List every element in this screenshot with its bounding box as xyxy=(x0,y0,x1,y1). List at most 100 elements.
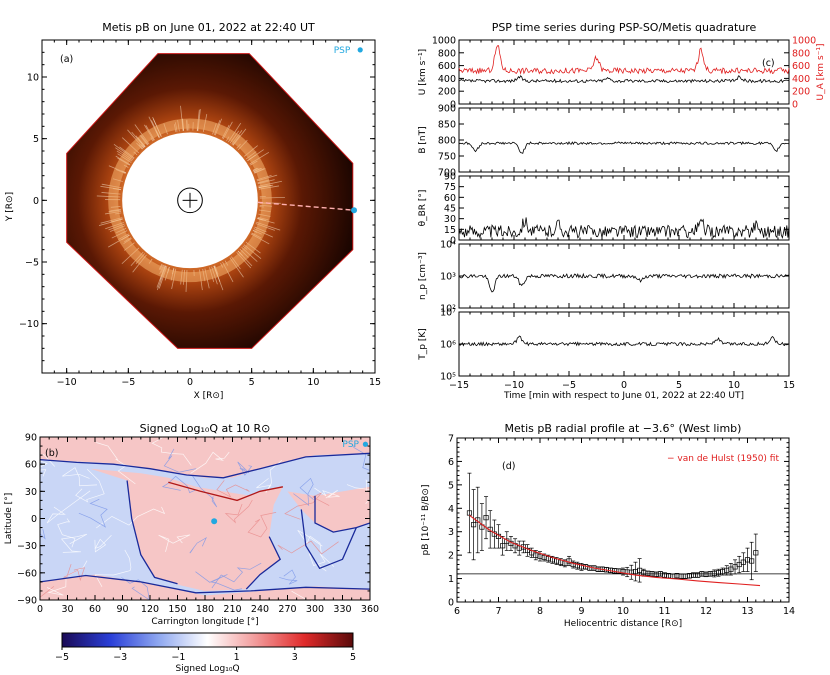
panel-d-radial-profile: Metis pB radial profile at −3.6° (West l… xyxy=(421,422,795,629)
b-ytick-label-3: 0 xyxy=(31,514,37,525)
d-xtick-label-2: 8 xyxy=(537,606,543,617)
c-series-B xyxy=(458,141,790,154)
map-texture-18 xyxy=(277,540,339,555)
panel-d-legend: − van de Hulst (1950) fit xyxy=(667,454,779,464)
colorbar-label: Signed Log₁₀Q xyxy=(175,664,239,674)
west-limb-cut xyxy=(257,201,355,211)
c-series-U xyxy=(458,75,790,84)
d-xtick-label-5: 11 xyxy=(658,606,670,617)
c-field-ytick-label-4: 900 xyxy=(438,104,456,115)
a-ytick-label-3: 5 xyxy=(33,134,39,145)
map-texture-25 xyxy=(94,549,132,588)
b-xtick-label-11: 330 xyxy=(333,604,351,615)
map-texture-9 xyxy=(346,479,370,504)
pil-northern xyxy=(40,452,370,479)
c-speed-ytick-label-5: 1000 xyxy=(432,36,456,47)
c-series-theta_BR xyxy=(458,217,790,239)
c-density-ytick-label-2: 10⁴ xyxy=(440,240,456,251)
panel-c-title: PSP time series during PSP-SO/Metis quad… xyxy=(492,21,757,34)
c-field-ytick-label-3: 850 xyxy=(438,120,456,131)
a-xtick-label-0: −10 xyxy=(57,377,77,388)
a-xtick-label-5: 15 xyxy=(369,377,381,388)
c-temperature-xtick-label-3: 0 xyxy=(621,380,627,391)
b-xtick-label-10: 300 xyxy=(306,604,324,615)
c-speed-right-tick-label-4: 800 xyxy=(792,48,810,59)
fit-curve xyxy=(469,514,761,587)
b-xtick-label-2: 60 xyxy=(89,604,101,615)
pil-circle-arc xyxy=(300,509,357,570)
panel-a-axes: −10 −5 0 5 10 15 −10 −5 0 5 10 xyxy=(19,39,381,388)
a-ytick-label-2: 0 xyxy=(33,196,39,207)
panel-c-time-series: PSP time series during PSP-SO/Metis quad… xyxy=(418,21,826,401)
c-series-n_p xyxy=(459,272,789,293)
d-ytick-label-3: 3 xyxy=(448,527,454,538)
map-texture-24 xyxy=(216,480,250,498)
sun-disk xyxy=(177,187,203,214)
map-texture-19 xyxy=(297,529,323,553)
c-speed-right-tick-label-3: 600 xyxy=(792,61,810,72)
psp-marker xyxy=(351,207,358,214)
map-texture-2 xyxy=(161,475,197,494)
c-angle-ytick-label-6: 90 xyxy=(444,172,456,183)
c-speed-ytick-label-0: 0 xyxy=(450,100,456,111)
panel-d-plot-layer xyxy=(457,472,789,587)
d-ytick-label-0: 0 xyxy=(448,598,454,609)
b-ytick-label-4: 30 xyxy=(25,487,37,498)
pil-right-lower xyxy=(245,536,282,590)
d-xtick-label-3: 9 xyxy=(578,606,584,617)
panel-b-ylabel: Latitude [°] xyxy=(4,493,14,544)
pil-right xyxy=(314,495,370,533)
map-texture-23 xyxy=(62,467,98,487)
inner-corona-ring xyxy=(108,118,272,283)
map-texture-11 xyxy=(40,454,56,477)
map-texture-37 xyxy=(57,518,76,548)
d-ytick-label-4: 4 xyxy=(448,504,454,515)
b-xtick-label-1: 30 xyxy=(61,604,73,615)
map-texture-16 xyxy=(211,562,262,589)
map-texture-14 xyxy=(279,569,298,585)
map-texture-30 xyxy=(284,492,330,520)
c-angle-ytick-label-4: 60 xyxy=(444,193,456,204)
map-texture-22 xyxy=(121,577,150,600)
c-temperature-xtick-label-6: 15 xyxy=(783,380,795,391)
panel-b-title: Signed Log₁₀Q at 10 R⊙ xyxy=(140,422,271,435)
psp-legend-marker xyxy=(357,47,363,53)
a-xtick-label-1: −5 xyxy=(121,377,135,388)
c-speed-right-tick-label-2: 400 xyxy=(792,74,810,85)
colorbar-tick-label-2: −1 xyxy=(171,652,185,663)
map-texture-33 xyxy=(308,553,335,572)
panel-b-xlabel: Carrington longitude [°] xyxy=(151,617,258,627)
b-ytick-label-1: −60 xyxy=(17,568,37,579)
b-ytick-label-0: −90 xyxy=(17,596,37,607)
c-field-ytick-label-2: 800 xyxy=(438,136,456,147)
d-xtick-label-0: 6 xyxy=(454,606,460,617)
panel-c-xlabel: Time [min with respect to June 01, 2022 … xyxy=(503,391,744,401)
map-positive-center xyxy=(159,482,283,591)
c-temperature-xtick-label-0: −15 xyxy=(449,380,469,391)
data-point-1 xyxy=(471,522,477,528)
map-texture-17 xyxy=(158,534,191,552)
map-texture-38 xyxy=(78,498,108,528)
d-xtick-label-7: 13 xyxy=(741,606,753,617)
b-ytick-label-2: −30 xyxy=(17,541,37,552)
c-series-U_A xyxy=(458,45,790,75)
b-xtick-label-8: 240 xyxy=(251,604,269,615)
c-angle-ytick-label-1: 15 xyxy=(444,225,456,236)
panel-a-title: Metis pB on June 01, 2022 at 22:40 UT xyxy=(102,21,315,34)
data-point-69 xyxy=(753,550,759,556)
a-xtick-label-4: 10 xyxy=(307,377,319,388)
d-ytick-label-5: 5 xyxy=(448,480,454,491)
map-texture-1 xyxy=(96,442,136,485)
panel-d-title: Metis pB radial profile at −3.6° (West l… xyxy=(505,422,742,435)
c-speed-ytick-label-4: 800 xyxy=(438,48,456,59)
panel-d-label: (d) xyxy=(502,461,515,472)
colorbar-tick-label-0: −5 xyxy=(55,652,69,663)
data-point-0 xyxy=(466,510,473,516)
map-texture-31 xyxy=(46,490,91,524)
panel-c-label: (c) xyxy=(762,58,775,69)
colorbar-bar xyxy=(61,632,354,648)
c-series-T_p xyxy=(458,335,790,347)
map-texture-28 xyxy=(40,529,46,540)
